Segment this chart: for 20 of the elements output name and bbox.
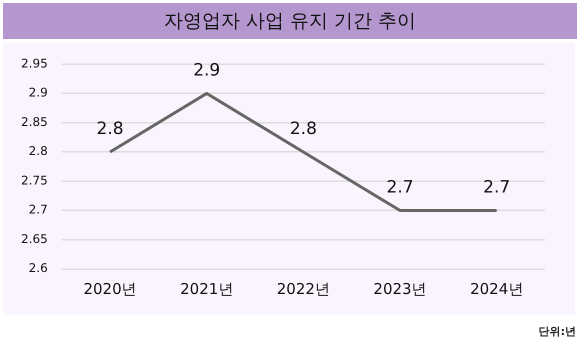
y-tick-label: 2.85 bbox=[21, 114, 48, 129]
y-tick-label: 2.6 bbox=[28, 261, 48, 276]
y-tick-label: 2.75 bbox=[21, 173, 48, 188]
y-tick-label: 2.7 bbox=[28, 202, 48, 217]
y-tick-label: 2.9 bbox=[28, 86, 48, 100]
x-tick-label: 2024년 bbox=[470, 280, 524, 298]
data-label: 2.8 bbox=[290, 118, 317, 139]
y-tick-label: 2.95 bbox=[21, 56, 48, 70]
y-tick-label: 2.8 bbox=[28, 144, 48, 158]
data-label: 2.8 bbox=[96, 118, 124, 139]
data-label: 2.9 bbox=[193, 60, 220, 80]
x-tick-label: 2020년 bbox=[83, 280, 137, 298]
x-tick-label: 2022년 bbox=[276, 280, 330, 298]
chart-title: 자영업자 사업 유지 기간 추이 bbox=[3, 3, 577, 39]
x-tick-label: 2021년 bbox=[180, 280, 234, 298]
x-tick-label: 2023년 bbox=[373, 280, 427, 298]
y-tick-label: 2.65 bbox=[21, 232, 48, 246]
data-label: 2.7 bbox=[386, 177, 414, 198]
text: 단위:년 bbox=[538, 324, 576, 339]
data-label: 2.7 bbox=[483, 177, 510, 198]
